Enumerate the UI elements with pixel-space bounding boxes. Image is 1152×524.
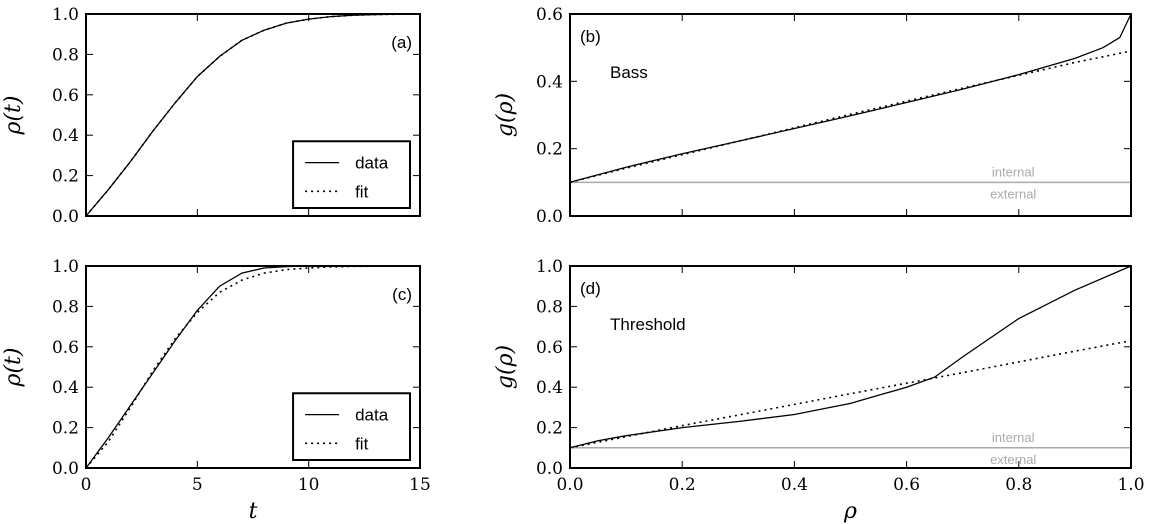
panel-a-ytick-label: 0.6 [52,86,79,106]
panel-c-label: (c) [392,285,412,304]
panel-a-legend-label: data [355,154,389,173]
panel-c-legend-label: data [355,406,389,425]
panel-a-ytick-label: 0.0 [52,207,79,227]
panel-d-xlabel: ρ [843,499,857,524]
panel-c-ytick-label: 0.0 [52,459,79,479]
panel-b-label: (b) [580,27,601,46]
panel-a-frame [85,13,421,217]
panel-d-ytick-label: 0.2 [536,419,563,439]
panel-d-ytick-label: 0.6 [536,338,563,358]
panel-d-xtick-label: 0.8 [1005,475,1032,495]
panel-a-legend-label: fit [355,182,369,201]
panel-d-label: (d) [580,279,601,298]
panel-c-xtick-label: 5 [192,475,203,495]
panel-c-series-fit-line [85,265,420,469]
panel-a-ytick-label: 0.4 [52,126,79,146]
panel-b-ytick-label: 0.0 [536,207,563,227]
panel-c-legend-box [292,392,411,462]
panel-d-series-fit-line [569,339,1132,449]
panel-c-ytick-label: 0.2 [52,419,79,439]
panel-c-xtick-label: 10 [298,475,320,495]
panel-a-legend-box [292,140,411,209]
panel-a-label: (a) [391,33,412,52]
panel-b-annotation: Bass [610,63,648,82]
panel-c-ytick-label: 0.6 [52,338,79,358]
panel-b-internal-label: internal [992,164,1035,179]
panel-d-xtick-label: 1.0 [1117,475,1144,495]
panel-d-ytick-label: 0.8 [536,297,563,317]
panel-c-ylabel: ρ(t) [1,348,26,388]
panel-b-external-label: external [990,186,1036,201]
panel-a-ytick-label: 0.2 [52,167,79,187]
panel-b-series-fit-line [569,50,1132,184]
panel-d-xtick-label: 0.6 [893,475,920,495]
panel-d-xtick-label: 0.2 [669,475,696,495]
panel-d-ytick-label: 0.4 [536,378,563,398]
panel-d-annotation: Threshold [610,315,686,334]
panel-a-ytick-label: 0.8 [52,45,79,65]
panel-b-ytick-label: 0.4 [536,72,563,92]
panel-d-ytick-label: 1.0 [536,257,563,277]
panel-d-external-label: external [990,452,1036,467]
panel-b-ytick-label: 0.2 [536,140,563,160]
panel-d-series-data-line [569,265,1132,449]
panel-a-ytick-label: 1.0 [52,5,79,25]
panel-c-xtick-label: 15 [409,475,431,495]
panel-c-ytick-label: 0.4 [52,378,79,398]
panel-d-frame [569,265,1132,469]
panel-c-xlabel: t [249,499,258,524]
panel-c-ytick-label: 1.0 [52,257,79,277]
panel-c-xtick-label: 0 [81,475,92,495]
panel-b-ylabel: g(ρ) [493,93,518,137]
panel-a-ylabel: ρ(t) [1,96,26,136]
panel-d-ylabel: g(ρ) [493,345,518,389]
panel-c-ytick-label: 0.8 [52,297,79,317]
panel-b-series-data-line [569,13,1132,183]
panel-d-ytick-label: 0.0 [536,459,563,479]
panel-d-xtick-label: 0.0 [556,475,583,495]
panel-c-legend-label: fit [355,434,369,453]
panel-b-ytick-label: 0.6 [536,5,563,25]
panel-c-frame [85,265,421,469]
panel-b-frame [569,13,1132,217]
panel-d-xtick-label: 0.4 [781,475,808,495]
panel-d-internal-label: internal [992,430,1035,445]
